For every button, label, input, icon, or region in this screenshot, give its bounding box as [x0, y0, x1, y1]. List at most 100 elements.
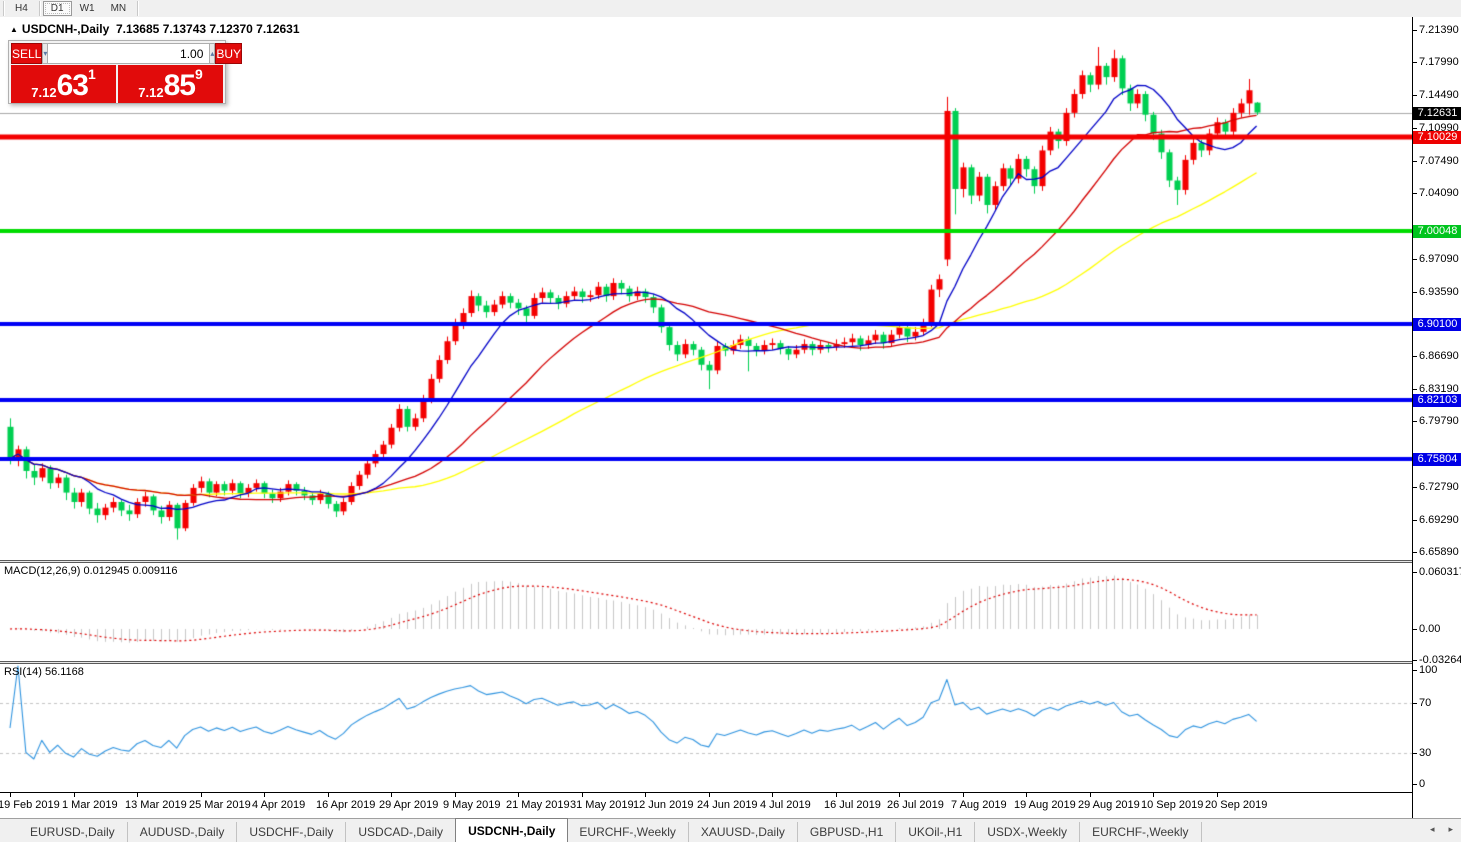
- sell-price-box[interactable]: 7.12 63 1: [11, 65, 116, 103]
- buy-price-pips: 85: [163, 69, 196, 102]
- ohlc-low: 7.12370: [209, 22, 253, 36]
- price-level-badge: 6.75804: [1413, 453, 1461, 466]
- time-axis-tick: [645, 793, 646, 797]
- buy-price-box[interactable]: 7.12 85 9: [118, 65, 223, 103]
- timeframe-button-d1[interactable]: D1: [42, 1, 72, 16]
- rsi-panel[interactable]: RSI(14) 56.1168: [0, 664, 1412, 792]
- time-axis-tick: [137, 793, 138, 797]
- price-axis-label: 6.79790: [1413, 415, 1459, 427]
- chart-tab-eurchf-weekly[interactable]: EURCHF-,Weekly: [567, 822, 689, 842]
- time-axis-tick: [328, 793, 329, 797]
- chart-tab-bar: EURUSD-,Daily AUDUSD-,Daily USDCHF-,Daily U…: [0, 818, 1461, 842]
- price-axis[interactable]: 7.21390 7.17990 7.14490 7.10990 7.07490 7.040…: [1412, 17, 1461, 818]
- time-axis-tick: [74, 793, 75, 797]
- chart-tab-audusd-daily[interactable]: AUDUSD-,Daily: [128, 822, 238, 842]
- symbol-name: USDCNH-,Daily: [21, 22, 110, 36]
- collapse-panel-icon[interactable]: ▲: [10, 25, 18, 34]
- rsi-axis-label: 0: [1412, 778, 1426, 790]
- time-axis-label: 21 May 2019: [506, 799, 570, 811]
- time-axis-label: 1 Mar 2019: [62, 799, 118, 811]
- time-axis-tick: [899, 793, 900, 797]
- price-axis-label: 6.69290: [1413, 514, 1459, 526]
- ohlc-open: 7.13685: [115, 22, 160, 36]
- price-level-badge: 7.10029: [1413, 131, 1461, 144]
- price-axis-label: 6.86690: [1413, 350, 1459, 362]
- chart-tab-usdx-weekly[interactable]: USDX-,Weekly: [975, 822, 1081, 842]
- chart-tab-list: EURUSD-,Daily AUDUSD-,Daily USDCHF-,Daily U…: [0, 818, 1202, 842]
- time-axis-tick: [709, 793, 710, 797]
- main-chart-panel[interactable]: [0, 17, 1412, 560]
- price-axis-label: 6.83190: [1413, 383, 1459, 395]
- candlestick-chart-canvas[interactable]: [0, 17, 1412, 560]
- price-level-badge: 7.00048: [1413, 225, 1461, 238]
- sell-price-pips: 63: [56, 69, 89, 102]
- panel-splitter[interactable]: [0, 661, 1412, 664]
- rsi-axis-label: 70: [1412, 697, 1432, 709]
- time-axis-tick: [963, 793, 964, 797]
- macd-axis-label: -0.032648: [1413, 654, 1461, 667]
- tab-scroll-controls: ◂ ▸: [1430, 824, 1453, 835]
- time-axis-tick: [201, 793, 202, 797]
- chart-tab-ukoil-h1[interactable]: UKOil-,H1: [896, 822, 976, 842]
- tab-scroll-left-icon[interactable]: ◂: [1429, 824, 1435, 834]
- time-axis-label: 29 Aug 2019: [1078, 799, 1140, 811]
- chart-title: ▲ USDCNH-,Daily 7.13685 7.13743 7.12370 7…: [10, 22, 300, 36]
- time-axis-label: 20 Sep 2019: [1205, 799, 1268, 811]
- price-level-badge: 6.90100: [1413, 318, 1461, 331]
- time-axis-tick: [391, 793, 392, 797]
- tab-scroll-right-icon[interactable]: ▸: [1448, 824, 1453, 834]
- price-axis-label: 6.65890: [1413, 546, 1459, 558]
- chart-tab-usdchf-daily[interactable]: USDCHF-,Daily: [237, 822, 347, 842]
- price-axis-label: 7.14490: [1413, 89, 1459, 101]
- timeframe-button-h4[interactable]: H4: [15, 3, 28, 14]
- time-axis-label: 29 Apr 2019: [379, 799, 439, 811]
- volume-increase-button[interactable]: ▴: [209, 43, 216, 64]
- ohlc-high: 7.13743: [162, 22, 207, 36]
- macd-axis-label: 0.060317: [1413, 566, 1461, 579]
- sell-price-prefix: 7.12: [31, 85, 57, 100]
- macd-panel[interactable]: MACD(12,26,9) 0.012945 0.009116: [0, 563, 1412, 661]
- time-axis-tick: [1217, 793, 1218, 797]
- time-axis-tick: [1153, 793, 1154, 797]
- price-axis-label: 7.04090: [1413, 187, 1459, 199]
- rsi-canvas[interactable]: [0, 664, 1412, 792]
- chart-tab-eurchf-weekly[interactable]: EURCHF-,Weekly: [1080, 822, 1202, 842]
- timeframe-button-w1[interactable]: W1: [79, 3, 95, 14]
- time-axis-label: 26 Jul 2019: [887, 799, 944, 811]
- macd-canvas[interactable]: [0, 563, 1412, 661]
- time-axis-label: 13 Mar 2019: [125, 799, 187, 811]
- price-level-badge: 7.12631: [1413, 107, 1461, 120]
- rsi-label: RSI(14) 56.1168: [4, 666, 84, 678]
- buy-price-prefix: 7.12: [138, 85, 164, 100]
- time-axis-label: 16 Apr 2019: [316, 799, 376, 811]
- toolbar-separator: [3, 1, 4, 16]
- sell-button[interactable]: SELL: [11, 43, 43, 64]
- volume-decrease-button[interactable]: ▾: [42, 43, 49, 64]
- chart-tab-xauusd-daily[interactable]: XAUUSD-,Daily: [689, 822, 798, 842]
- price-axis-label: 7.07490: [1413, 155, 1459, 167]
- chart-tab-usdcad-daily[interactable]: USDCAD-,Daily: [346, 822, 457, 842]
- time-axis-tick: [10, 793, 11, 797]
- buy-button[interactable]: BUY: [215, 43, 243, 64]
- timeframe-toolbar: H4 D1 W1 MN: [0, 0, 1461, 18]
- price-axis-label: 6.72790: [1413, 481, 1459, 493]
- macd-axis-label: 0.00: [1412, 623, 1441, 635]
- price-axis-label: 6.93590: [1413, 286, 1459, 298]
- volume-input[interactable]: [48, 43, 210, 64]
- timeframe-button-mn[interactable]: MN: [110, 3, 127, 14]
- chart-tab-usdcnh-daily[interactable]: USDCNH-,Daily: [455, 818, 569, 842]
- time-axis-label: 25 Mar 2019: [189, 799, 251, 811]
- chart-tab-eurusd-daily[interactable]: EURUSD-,Daily: [18, 822, 128, 842]
- time-axis-label: 12 Jun 2019: [633, 799, 694, 811]
- time-axis[interactable]: 19 Feb 2019 1 Mar 2019 13 Mar 2019 25 Mar 2…: [0, 792, 1412, 818]
- panel-splitter[interactable]: [0, 560, 1412, 563]
- toolbar-separator: [137, 1, 139, 16]
- time-axis-tick: [455, 793, 456, 797]
- time-axis-tick: [264, 793, 265, 797]
- chart-tab-gbpusd-h1[interactable]: GBPUSD-,H1: [798, 822, 897, 842]
- price-axis-label: 7.21390: [1413, 24, 1459, 36]
- buy-price-pipette: 9: [194, 66, 203, 82]
- time-axis-label: 19 Aug 2019: [1014, 799, 1076, 811]
